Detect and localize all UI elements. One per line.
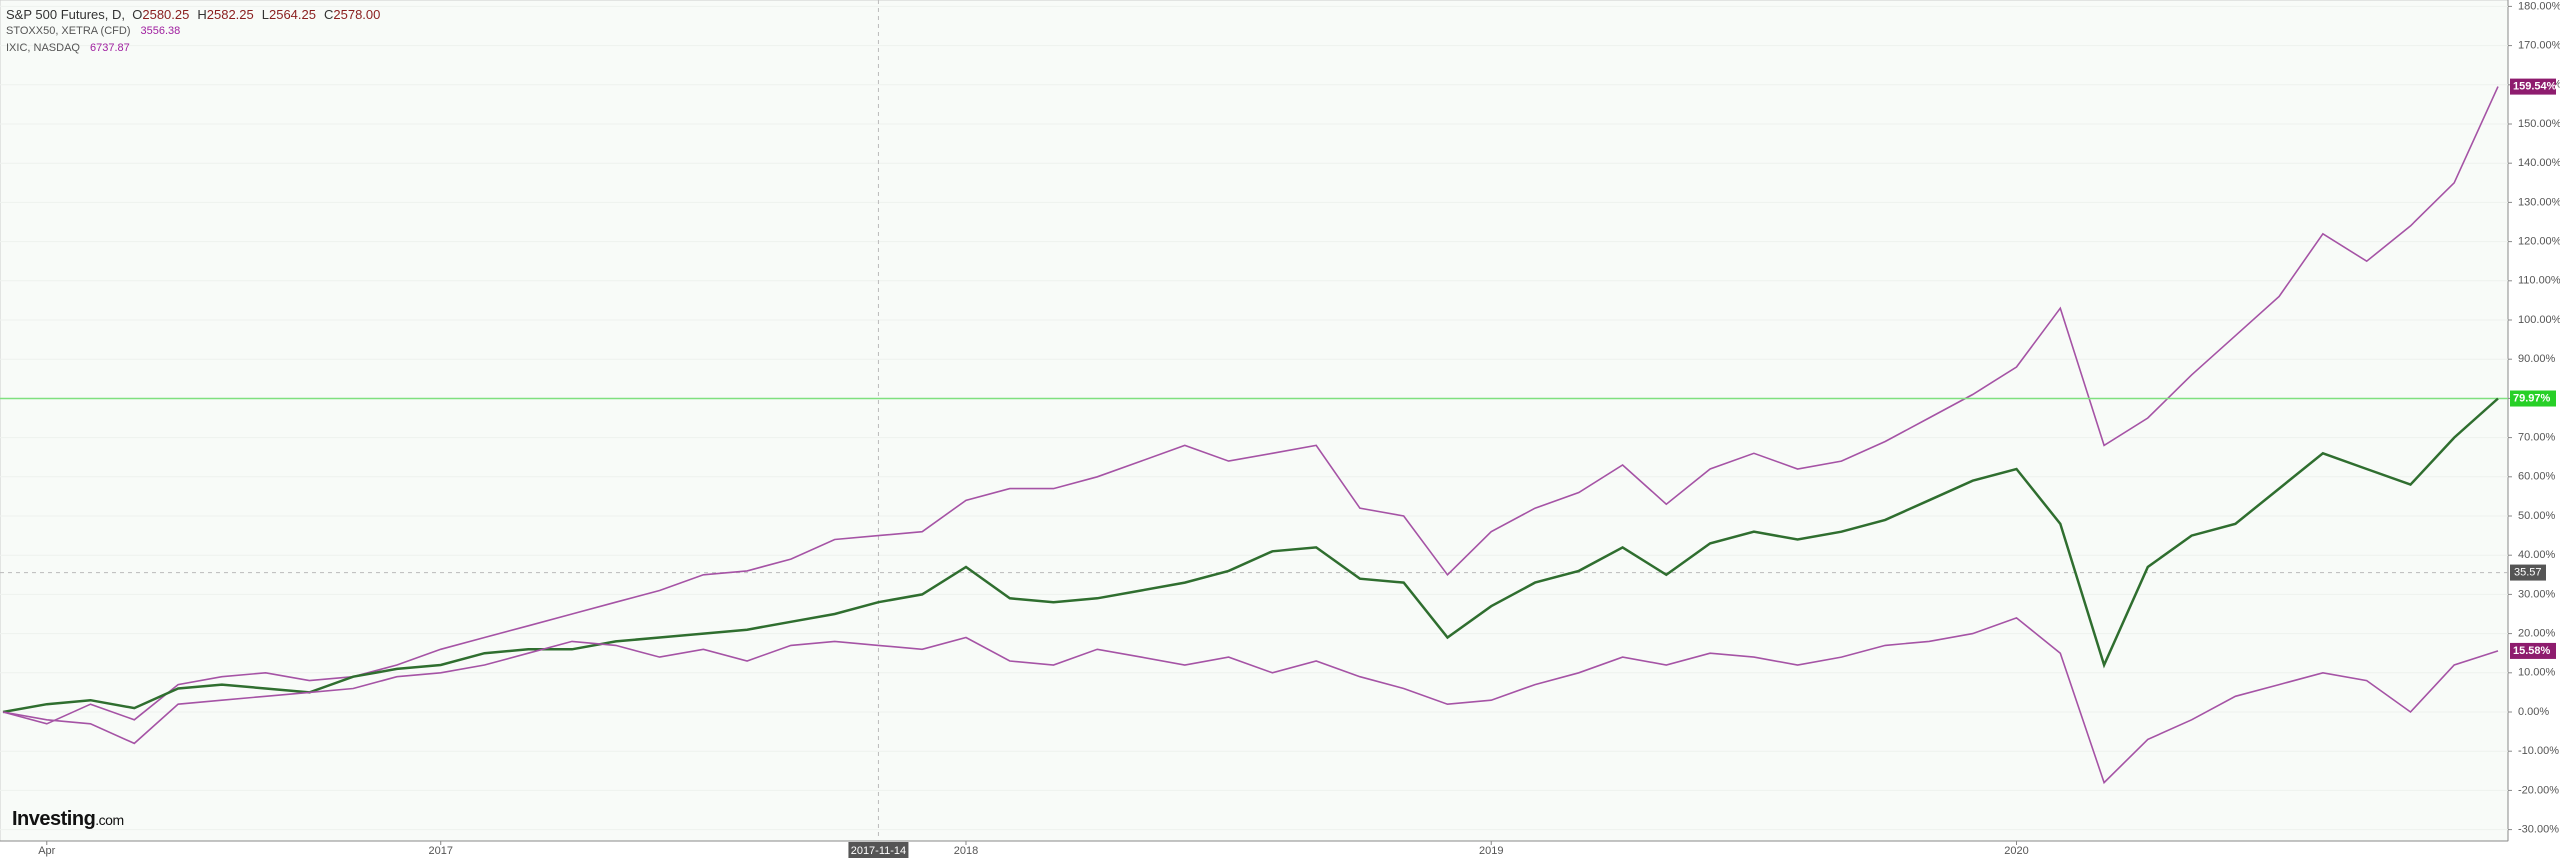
logo: Investing.com [12,808,124,831]
ohlc-key: C [323,7,334,22]
compare-name: IXIC, NASDAQ [6,42,80,54]
y-tick-label: 90.00% [2518,353,2556,365]
y-tick-label: 180.00% [2518,0,2560,12]
compare-item: STOXX50, XETRA (CFD) 3556.38 [6,23,388,40]
compare-name: STOXX50, XETRA (CFD) [6,25,131,37]
series-line [2,616,2499,785]
y-tick-label: 20.00% [2518,628,2556,640]
logo-suffix: .com [95,812,124,828]
x-tick-label: 2019 [1479,845,1503,857]
ohlc-value: 2582.25 [206,7,254,22]
y-tick-label: 110.00% [2518,275,2560,287]
last-value-badge [2510,390,2556,407]
last-value-label: 159.54% [2513,81,2557,93]
logo-brand: Investing [12,808,96,830]
y-tick-label: -10.00% [2518,745,2559,757]
compare-list: STOXX50, XETRA (CFD) 3556.38 IXIC, NASDAQ 6… [6,23,388,57]
series-line [2,397,2499,714]
y-tick-label: 50.00% [2518,510,2556,522]
y-tick-label: 100.00% [2518,314,2560,326]
ohlc: O2580.25 H2582.25 L2564.25 C2578.00 [132,7,388,22]
y-tick-label: 30.00% [2518,588,2556,600]
x-tick-label: 2020 [2004,845,2028,857]
last-value-label: 79.97% [2513,392,2551,404]
last-value-badge [2510,78,2556,95]
compare-value: 6737.87 [89,42,130,54]
legend-header: S&P 500 Futures, D, O2580.25 H2582.25 L256… [6,6,388,57]
y-tick-label: 60.00% [2518,471,2556,483]
compare-item: IXIC, NASDAQ 6737.87 [6,40,388,57]
y-tick-label: 150.00% [2518,118,2560,130]
crosshair-x-label: 2017-11-14 [851,845,906,857]
y-tick-label: 0.00% [2518,706,2549,718]
crosshair-y-label: 35.57 [2514,566,2542,578]
ohlc-key: O [132,7,143,22]
x-tick-label: 2018 [954,845,978,857]
y-tick-label: -20.00% [2518,784,2559,796]
symbol: S&P 500 Futures, D, [6,7,125,22]
crosshair-x-badge [848,842,909,858]
y-tick-label: 130.00% [2518,196,2560,208]
y-tick-label: -30.00% [2518,824,2559,836]
ohlc-value: 2578.00 [333,7,381,22]
x-tick-label: Apr [38,845,55,857]
series-line [2,86,2499,725]
y-tick-label: 70.00% [2518,432,2556,444]
y-tick-label: 140.00% [2518,157,2560,169]
y-tick-label: 170.00% [2518,40,2560,52]
y-tick-label: 120.00% [2518,236,2560,248]
main-symbol: S&P 500 Futures, D, O2580.25 H2582.25 L256… [6,6,388,23]
plot-area [0,0,2509,842]
x-tick-label: 2017 [428,845,452,857]
ohlc-key: H [197,7,207,22]
last-value-label: 15.58% [2513,645,2551,657]
compare-value: 3556.38 [140,25,181,37]
last-value-badge [2510,642,2556,659]
crosshair-y-badge [2510,564,2546,581]
y-tick-label: 10.00% [2518,667,2556,679]
ohlc-value: 2580.25 [142,7,190,22]
ohlc-value: 2564.25 [268,7,316,22]
y-tick-label: 40.00% [2518,549,2556,561]
ohlc-key: L [261,7,269,22]
